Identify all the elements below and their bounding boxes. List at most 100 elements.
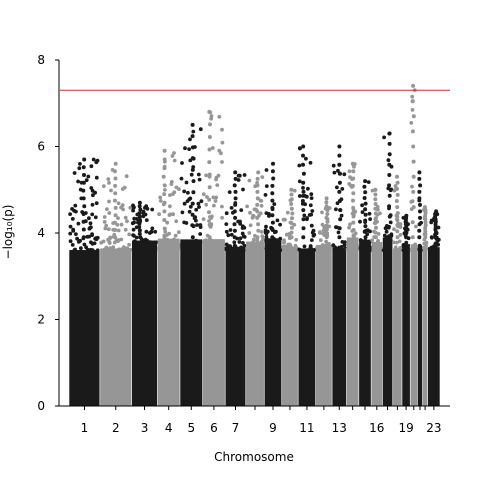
data-point xyxy=(114,238,119,243)
data-point xyxy=(111,245,116,250)
data-point xyxy=(113,183,118,188)
y-tick-label: 0 xyxy=(37,399,45,413)
data-point xyxy=(147,231,152,235)
data-point xyxy=(346,243,351,247)
data-point xyxy=(259,230,264,234)
data-point xyxy=(324,215,329,220)
data-point xyxy=(339,213,344,218)
data-point xyxy=(232,209,237,214)
data-point xyxy=(411,189,416,194)
data-point xyxy=(141,214,146,219)
data-point xyxy=(411,159,416,164)
data-point xyxy=(162,192,167,197)
data-point xyxy=(76,179,80,184)
data-point xyxy=(113,213,118,218)
data-point xyxy=(120,203,125,208)
data-point xyxy=(290,216,294,221)
data-point xyxy=(402,245,406,250)
chromosome-17-points xyxy=(381,131,394,406)
data-point xyxy=(373,206,378,211)
data-point xyxy=(363,218,368,223)
data-point xyxy=(198,225,203,230)
data-point xyxy=(217,148,222,153)
data-point xyxy=(251,214,256,218)
data-point xyxy=(324,204,329,209)
data-point xyxy=(182,201,187,206)
data-point xyxy=(204,202,209,207)
data-point xyxy=(395,174,399,179)
x-tick-label: 5 xyxy=(187,421,195,435)
data-point xyxy=(217,114,222,119)
data-point xyxy=(101,184,106,189)
chromosome-8-band xyxy=(246,241,264,406)
data-point xyxy=(362,184,367,189)
data-point xyxy=(233,170,238,175)
data-point xyxy=(71,227,76,232)
data-point xyxy=(147,243,152,248)
data-point xyxy=(102,220,107,224)
data-point xyxy=(363,235,368,240)
data-point xyxy=(256,222,261,227)
data-point xyxy=(157,246,161,250)
data-point xyxy=(289,225,294,230)
data-point xyxy=(289,230,294,235)
data-point xyxy=(81,219,86,224)
data-point xyxy=(81,212,86,216)
data-point xyxy=(373,235,378,240)
chromosome-3-points xyxy=(130,200,159,406)
data-point xyxy=(137,214,142,219)
x-tick-label: 9 xyxy=(269,421,277,435)
data-point xyxy=(239,245,243,250)
data-point xyxy=(321,228,326,233)
data-point xyxy=(335,185,339,190)
chromosome-7-points xyxy=(224,170,247,406)
data-point xyxy=(137,204,142,209)
data-point xyxy=(264,184,269,189)
data-point xyxy=(351,220,356,225)
chromosome-1-band xyxy=(69,250,100,406)
data-point xyxy=(179,176,184,181)
data-point xyxy=(158,195,163,200)
data-point xyxy=(162,148,167,153)
data-point xyxy=(324,200,329,205)
data-point xyxy=(278,222,282,227)
data-point xyxy=(301,162,305,167)
data-point xyxy=(174,185,179,190)
data-point xyxy=(252,237,256,242)
data-point xyxy=(82,204,87,209)
data-point xyxy=(270,169,275,174)
data-point xyxy=(187,209,192,214)
data-point xyxy=(255,196,260,201)
data-point xyxy=(417,176,422,181)
data-point xyxy=(248,210,252,215)
data-point xyxy=(207,222,212,227)
data-point xyxy=(170,154,175,158)
data-point xyxy=(355,244,360,249)
data-point xyxy=(282,239,287,244)
data-point xyxy=(113,205,118,210)
data-point xyxy=(255,215,260,220)
x-tick-label: 23 xyxy=(426,421,441,435)
data-point xyxy=(387,214,392,219)
data-point xyxy=(207,185,212,190)
data-point xyxy=(391,240,396,245)
data-point xyxy=(342,172,347,177)
data-point xyxy=(240,231,245,236)
chromosome-10-band xyxy=(282,247,298,406)
data-point xyxy=(332,170,337,175)
data-point xyxy=(106,177,111,182)
data-point xyxy=(263,193,268,197)
data-point xyxy=(297,179,302,184)
data-point xyxy=(297,247,302,252)
data-point xyxy=(378,211,382,216)
data-point xyxy=(410,129,415,134)
data-point xyxy=(349,248,354,253)
data-point xyxy=(411,144,416,149)
data-point xyxy=(270,183,275,188)
data-point xyxy=(137,228,142,233)
data-point xyxy=(337,153,342,158)
data-point xyxy=(138,235,143,240)
data-point xyxy=(172,151,176,155)
data-point xyxy=(237,173,242,178)
data-point xyxy=(394,199,399,203)
